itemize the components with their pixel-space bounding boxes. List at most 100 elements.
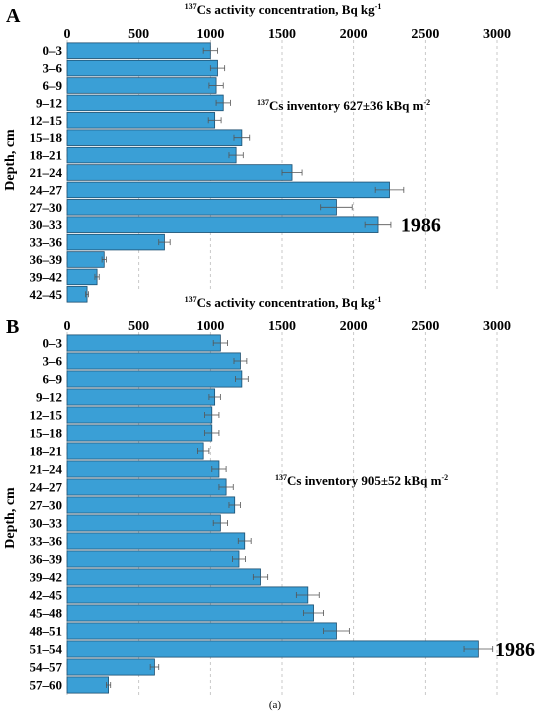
panel-a-bar-5 <box>66 129 243 146</box>
panel-a-depth-label-9: 27–30 <box>30 200 63 215</box>
panel-b-bar-3 <box>66 388 216 406</box>
panel-b-depth-label-0: 0–3 <box>43 336 63 351</box>
panel-a-x-tick-label-1500: 1500 <box>268 27 296 42</box>
panel-b-bar-16 <box>66 622 337 640</box>
panel-b-x-tick-label-2000: 2000 <box>340 319 368 334</box>
panel-a-depth-label-5: 15–18 <box>30 130 63 145</box>
panel-a-depth-label-10: 30–33 <box>30 217 63 232</box>
panel-a-bar-4 <box>66 112 216 129</box>
panel-a-depth-label-8: 24–27 <box>30 182 63 197</box>
panel-b-error-bars <box>106 340 494 688</box>
panel-a-depth-label-0: 0–3 <box>43 43 63 58</box>
panel-b-label: B <box>6 316 19 338</box>
panel-b-depth-label-11: 33–36 <box>30 534 63 549</box>
panel-b-depth-label-14: 42–45 <box>30 588 63 603</box>
panel-a-x-axis-title-prefix: 137 <box>185 2 197 11</box>
panel-b-depth-label-5: 15–18 <box>30 426 63 441</box>
panel-a-bar-11 <box>66 233 165 251</box>
panel-a-bar-0 <box>66 42 211 59</box>
panel-b-1986-marker: 1986 <box>495 639 535 661</box>
panel-a-bar-14 <box>66 286 88 303</box>
panel-b-inventory-annotation: 137Cs inventory 905±52 kBq m-2 <box>275 473 448 488</box>
panel-b-inventory-prefix: 137 <box>275 473 287 482</box>
panel-a-depth-label-14: 42–45 <box>30 287 63 302</box>
panel-a-depth-label-11: 33–36 <box>30 235 63 250</box>
panel-b-x-tick-label-500: 500 <box>128 319 149 334</box>
panel-a-depth-label-3: 9–12 <box>36 95 62 110</box>
panel-b-x-axis-title-prefix: 137 <box>185 295 197 304</box>
panel-a-inventory-main: Cs inventory 627±36 kBq m <box>269 98 424 113</box>
panel-b-bar-17 <box>66 640 479 658</box>
panel-b-bar-6 <box>66 442 204 460</box>
panel-a-depth-label-12: 36–39 <box>30 252 63 267</box>
panel-a-label: A <box>6 5 21 27</box>
panel-b-depth-label-15: 45–48 <box>30 606 63 621</box>
panel-b-x-tick-label-2500: 2500 <box>411 319 439 334</box>
panel-b-inventory-exp: -2 <box>441 473 448 482</box>
panel-b-bar-10 <box>66 514 221 532</box>
panel-b-depth-label-17: 51–54 <box>30 642 63 657</box>
panel-b-depth-label-8: 24–27 <box>30 480 63 495</box>
panel-b-bar-4 <box>66 406 213 424</box>
panel-a-depth-label-7: 21–24 <box>30 165 63 180</box>
panel-a-bar-12 <box>66 251 105 268</box>
panel-b-x-tick-label-1500: 1500 <box>268 319 296 334</box>
panel-b-x-tick-label-0: 0 <box>64 319 71 334</box>
panel-a-1986-marker: 1986 <box>401 215 441 237</box>
panel-b-depth-label-13: 39–42 <box>30 570 63 585</box>
panel-a-depth-label-1: 3–6 <box>43 61 63 76</box>
panel-b-depth-label-10: 30–33 <box>30 516 63 531</box>
panel-b-x-axis-title-exp: -1 <box>375 295 382 304</box>
panel-b-bar-11 <box>66 532 246 550</box>
panel-b-x-ticks: 0 500 1000 1500 2000 2500 3000 <box>64 319 512 334</box>
panel-b-depth-label-12: 36–39 <box>30 552 63 567</box>
panel-b-bar-9 <box>66 496 236 514</box>
panel-a-inventory-annotation: 137Cs inventory 627±36 kBq m-2 <box>257 98 430 113</box>
panel-b-depth-label-19: 57–60 <box>30 678 63 693</box>
panel-a-y-axis-title: Depth, cm <box>3 129 18 191</box>
panel-a-depth-label-4: 12–15 <box>30 113 63 128</box>
panel-b-bar-1 <box>66 352 241 370</box>
panel-a-depth-label-2: 6–9 <box>43 78 63 93</box>
panel-b-y-ticks: 0–3 3–6 6–9 9–12 12–15 15–18 18–21 21–24 24–27 27… <box>30 336 63 693</box>
panel-a-x-axis-title-exp: -1 <box>375 2 382 11</box>
panel-b-bar-18 <box>66 658 155 676</box>
panel-b-bar-2 <box>66 370 243 388</box>
panel-b-depth-label-16: 48–51 <box>30 624 63 639</box>
panel-a-bars <box>66 42 390 303</box>
panel-a-x-axis-title: 137Cs activity concentration, Bq kg-1 <box>185 2 382 17</box>
panel-b-depth-label-2: 6–9 <box>43 372 63 387</box>
panel-a-x-tick-label-0: 0 <box>64 27 71 42</box>
panel-b-depth-label-18: 54–57 <box>30 660 63 675</box>
panel-b-bar-8 <box>66 478 227 496</box>
panel-b-bars <box>66 334 479 694</box>
panel-b-depth-label-3: 9–12 <box>36 390 62 405</box>
panel-a-bar-7 <box>66 164 293 181</box>
panel-a-inventory-prefix: 137 <box>257 98 269 107</box>
panel-a-x-tick-label-2500: 2500 <box>411 27 439 42</box>
panel-a-depth-label-13: 39–42 <box>30 269 63 284</box>
panel-a-x-tick-label-2000: 2000 <box>340 27 368 42</box>
panel-b-depth-label-4: 12–15 <box>30 408 63 423</box>
panel-a-bar-10 <box>66 216 379 233</box>
panel-a-x-ticks: 0 500 1000 1500 2000 2500 3000 <box>64 27 512 42</box>
panel-a-bar-2 <box>66 77 217 94</box>
panel-a-y-ticks: 0–3 3–6 6–9 9–12 12–15 15–18 18–21 21–24 24–27 27… <box>30 43 63 302</box>
panel-a-bar-13 <box>66 268 98 286</box>
panel-b-depth-label-7: 21–24 <box>30 462 63 477</box>
panel-a-bar-6 <box>66 146 237 164</box>
panel-b-bar-15 <box>66 604 314 622</box>
panel-b-inventory-main: Cs inventory 905±52 kBq m <box>287 473 442 488</box>
panel-a-depth-label-6: 18–21 <box>30 148 63 163</box>
panel-b: B 137Cs activity concentration, Bq kg-1 … <box>3 295 535 695</box>
panel-b-bar-14 <box>66 586 309 604</box>
panel-a-bar-8 <box>66 181 390 199</box>
panel-b-depth-label-6: 18–21 <box>30 444 63 459</box>
panel-a-bar-9 <box>66 199 337 216</box>
panel-a-x-tick-label-500: 500 <box>128 27 149 42</box>
panel-a-error-bars <box>85 47 405 298</box>
panel-b-depth-label-1: 3–6 <box>43 354 63 369</box>
panel-a-x-axis-title-main: Cs activity concentration, Bq kg <box>197 2 376 17</box>
panel-b-bar-5 <box>66 424 213 442</box>
